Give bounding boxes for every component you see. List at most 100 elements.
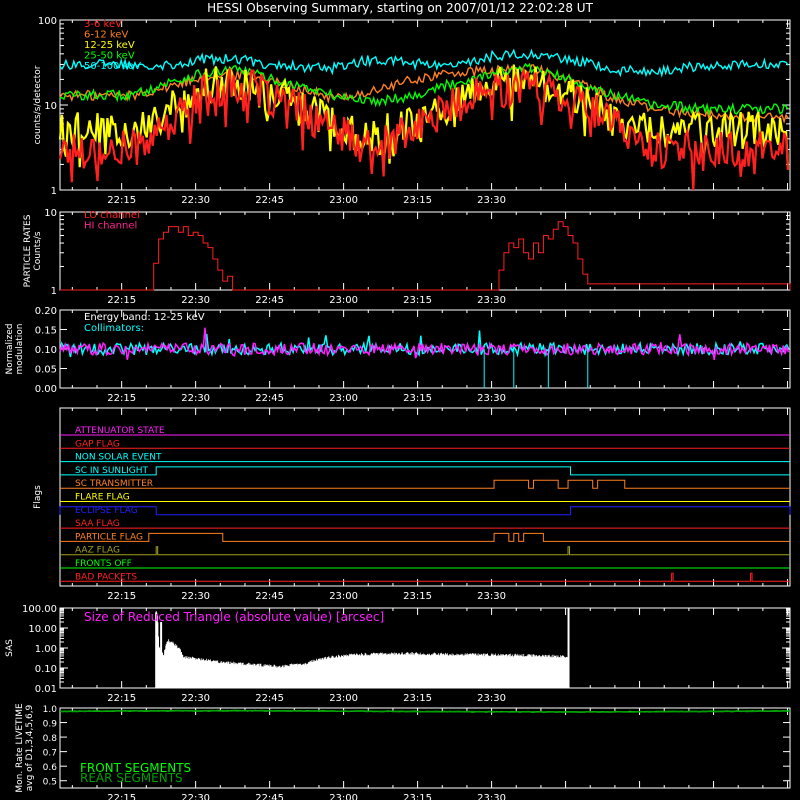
sas-x-tick-label: 23:30 (477, 693, 506, 704)
flags-flag-label: AAZ FLAG (75, 546, 120, 556)
livetime-y-tick-label: 0.9 (43, 720, 58, 730)
livetime-x-tick-label: 22:30 (181, 793, 210, 800)
particle-rates-y-label: PARTICLE RATES (23, 214, 33, 287)
livetime-x-tick-label: 23:30 (477, 793, 506, 800)
flags-flag-line (60, 572, 790, 582)
livetime-y-tick-label: 0.8 (43, 734, 58, 744)
livetime-x-tick-label: 22:15 (107, 793, 136, 800)
count-rates-x-tick-label: 23:15 (403, 195, 432, 206)
flags-flag-label: FLARE FLAG (75, 493, 130, 503)
sas-y-tick-label: 10.00 (28, 624, 57, 635)
flags-flag-line (60, 479, 790, 489)
count-rates-y-label: counts/s/detector (33, 65, 43, 144)
count-rates-legend-entry: 50-100 keV (84, 61, 141, 72)
count-rates-panel: 22:15 22:30 22:45 23:00 23:15 23:30 1 10 100 coun… (33, 16, 791, 206)
particle-rates-y-tick-label: 10 (44, 208, 57, 219)
particle-rates-panel: 22:15 22:30 22:45 23:00 23:15 23:30 1 10 PARTICL… (23, 208, 791, 306)
modulation-x-tick-label: 22:30 (181, 393, 210, 404)
particle-rates-series-line (60, 221, 791, 291)
flags-flag-line (60, 532, 790, 542)
sas-x-tick-label: 22:30 (181, 693, 210, 704)
flags-flag-label: SAA FLAG (75, 519, 120, 529)
flags-x-tick-label: 22:45 (255, 591, 284, 602)
particle-rates-x-tick-label: 23:15 (403, 295, 432, 306)
livetime-legend-entry: REAR SEGMENTS (80, 771, 183, 785)
count-rates-y-tick-label: 10 (44, 101, 57, 112)
livetime-y-label: Mon. Rate LIVETIME (15, 703, 25, 793)
modulation-y-label: modulation (15, 324, 25, 375)
livetime-y-tick-label: 0.5 (43, 778, 57, 788)
sas-x-tick-label: 23:00 (329, 693, 358, 704)
modulation-x-tick-label: 22:15 (107, 393, 136, 404)
count-rates-x-tick-label: 22:45 (255, 195, 284, 206)
flags-flag-label: SC IN SUNLIGHT (75, 466, 149, 476)
count-rates-frame (59, 19, 791, 191)
livetime-x-tick-label: 23:00 (329, 793, 358, 800)
livetime-y-tick-label: 1.0 (43, 705, 58, 715)
livetime-x-tick-label: 23:15 (403, 793, 432, 800)
flags-x-tick-label: 22:15 (107, 591, 136, 602)
count-rates-y-tick-label: 1 (51, 186, 57, 197)
flags-x-tick-label: 23:00 (329, 591, 358, 602)
flags-x-tick-label: 23:30 (477, 591, 506, 602)
particle-rates-x-tick-label: 22:45 (255, 295, 284, 306)
livetime-series-line (59, 709, 791, 713)
particle-rates-y-label: Counts/s (33, 231, 43, 270)
flags-flag-line (59, 506, 791, 516)
count-rates-x-tick-label: 22:15 (107, 195, 136, 206)
modulation-y-label: Normalized (5, 323, 15, 374)
modulation-x-tick-label: 23:30 (477, 393, 506, 404)
flags-flag-label: PARTICLE FLAG (75, 532, 143, 542)
livetime-y-tick-label: 0.6 (43, 763, 58, 773)
particle-rates-x-tick-label: 23:00 (329, 295, 358, 306)
sas-x-tick-label: 23:15 (403, 693, 432, 704)
sas-annotation: Size of Reduced Triangle (absolute value… (84, 610, 384, 624)
count-rates-x-tick-label: 23:30 (477, 195, 506, 206)
flags-flag-label: NON SOLAR EVENT (75, 453, 162, 463)
count-rates-legend-entry: 3-6 keV (84, 19, 122, 30)
count-rates-series-line (59, 48, 789, 78)
sas-x-tick-label: 22:45 (255, 693, 284, 704)
modulation-y-tick-label: 0.10 (35, 345, 57, 356)
count-rates-legend-entry: 12-25 keV (84, 40, 135, 51)
modulation-series-line (59, 327, 790, 361)
modulation-annotation: Energy band: 12-25 keV (84, 312, 205, 323)
flags-x-tick-label: 22:30 (181, 591, 210, 602)
flags-y-label: Flags (33, 485, 43, 509)
flags-flag-line (60, 466, 790, 476)
particle-rates-x-tick-label: 22:30 (181, 295, 210, 306)
livetime-y-tick-label: 0.7 (43, 749, 57, 759)
livetime-y-label: avg of D1,3,4,5,6,9 (25, 704, 35, 791)
flags-flag-label: ATTENUATOR STATE (75, 426, 165, 436)
flags-panel: 22:15 22:30 22:45 23:00 23:15 23:30 Flags ATTEN… (33, 407, 791, 602)
sas-y-tick-label: 0.01 (35, 684, 57, 695)
livetime-frame (59, 707, 791, 789)
sas-y-label: SAS (5, 639, 15, 657)
modulation-y-tick-label: 0.05 (35, 365, 57, 376)
modulation-y-tick-label: 0.00 (35, 384, 57, 395)
count-rates-legend-entry: 6-12 keV (84, 30, 128, 41)
count-rates-y-tick-label: 100 (38, 16, 57, 27)
particle-rates-y-tick-label: 1 (51, 286, 57, 297)
particle-rates-x-tick-label: 22:15 (107, 295, 136, 306)
sas-x-tick-label: 22:15 (107, 693, 136, 704)
modulation-x-tick-label: 22:45 (255, 393, 284, 404)
flags-flag-label: FRONTS OFF (75, 559, 132, 569)
modulation-y-tick-label: 0.20 (35, 306, 57, 317)
livetime-panel: 22:15 22:30 22:45 23:00 23:15 23:30 0.5 0.6 0.7 0… (15, 703, 791, 800)
particle-rates-x-tick-label: 23:30 (477, 295, 506, 306)
count-rates-legend-entry: 25-50 keV (84, 51, 135, 62)
flags-flag-label: BAD PACKETS (75, 572, 137, 582)
flags-flag-label: GAP FLAG (75, 439, 120, 449)
flags-flag-label: SC TRANSMITTER (75, 479, 153, 489)
flags-x-tick-label: 23:15 (403, 591, 432, 602)
particle-rates-legend-entry: LO channel (84, 210, 140, 221)
count-rates-x-tick-label: 22:30 (181, 195, 210, 206)
livetime-x-tick-label: 22:45 (255, 793, 284, 800)
modulation-x-tick-label: 23:00 (329, 393, 358, 404)
particle-rates-frame (59, 211, 791, 291)
flags-frame (59, 407, 791, 587)
modulation-panel: 22:15 22:30 22:45 23:00 23:15 23:30 0.00 0.05 0.… (5, 306, 791, 404)
